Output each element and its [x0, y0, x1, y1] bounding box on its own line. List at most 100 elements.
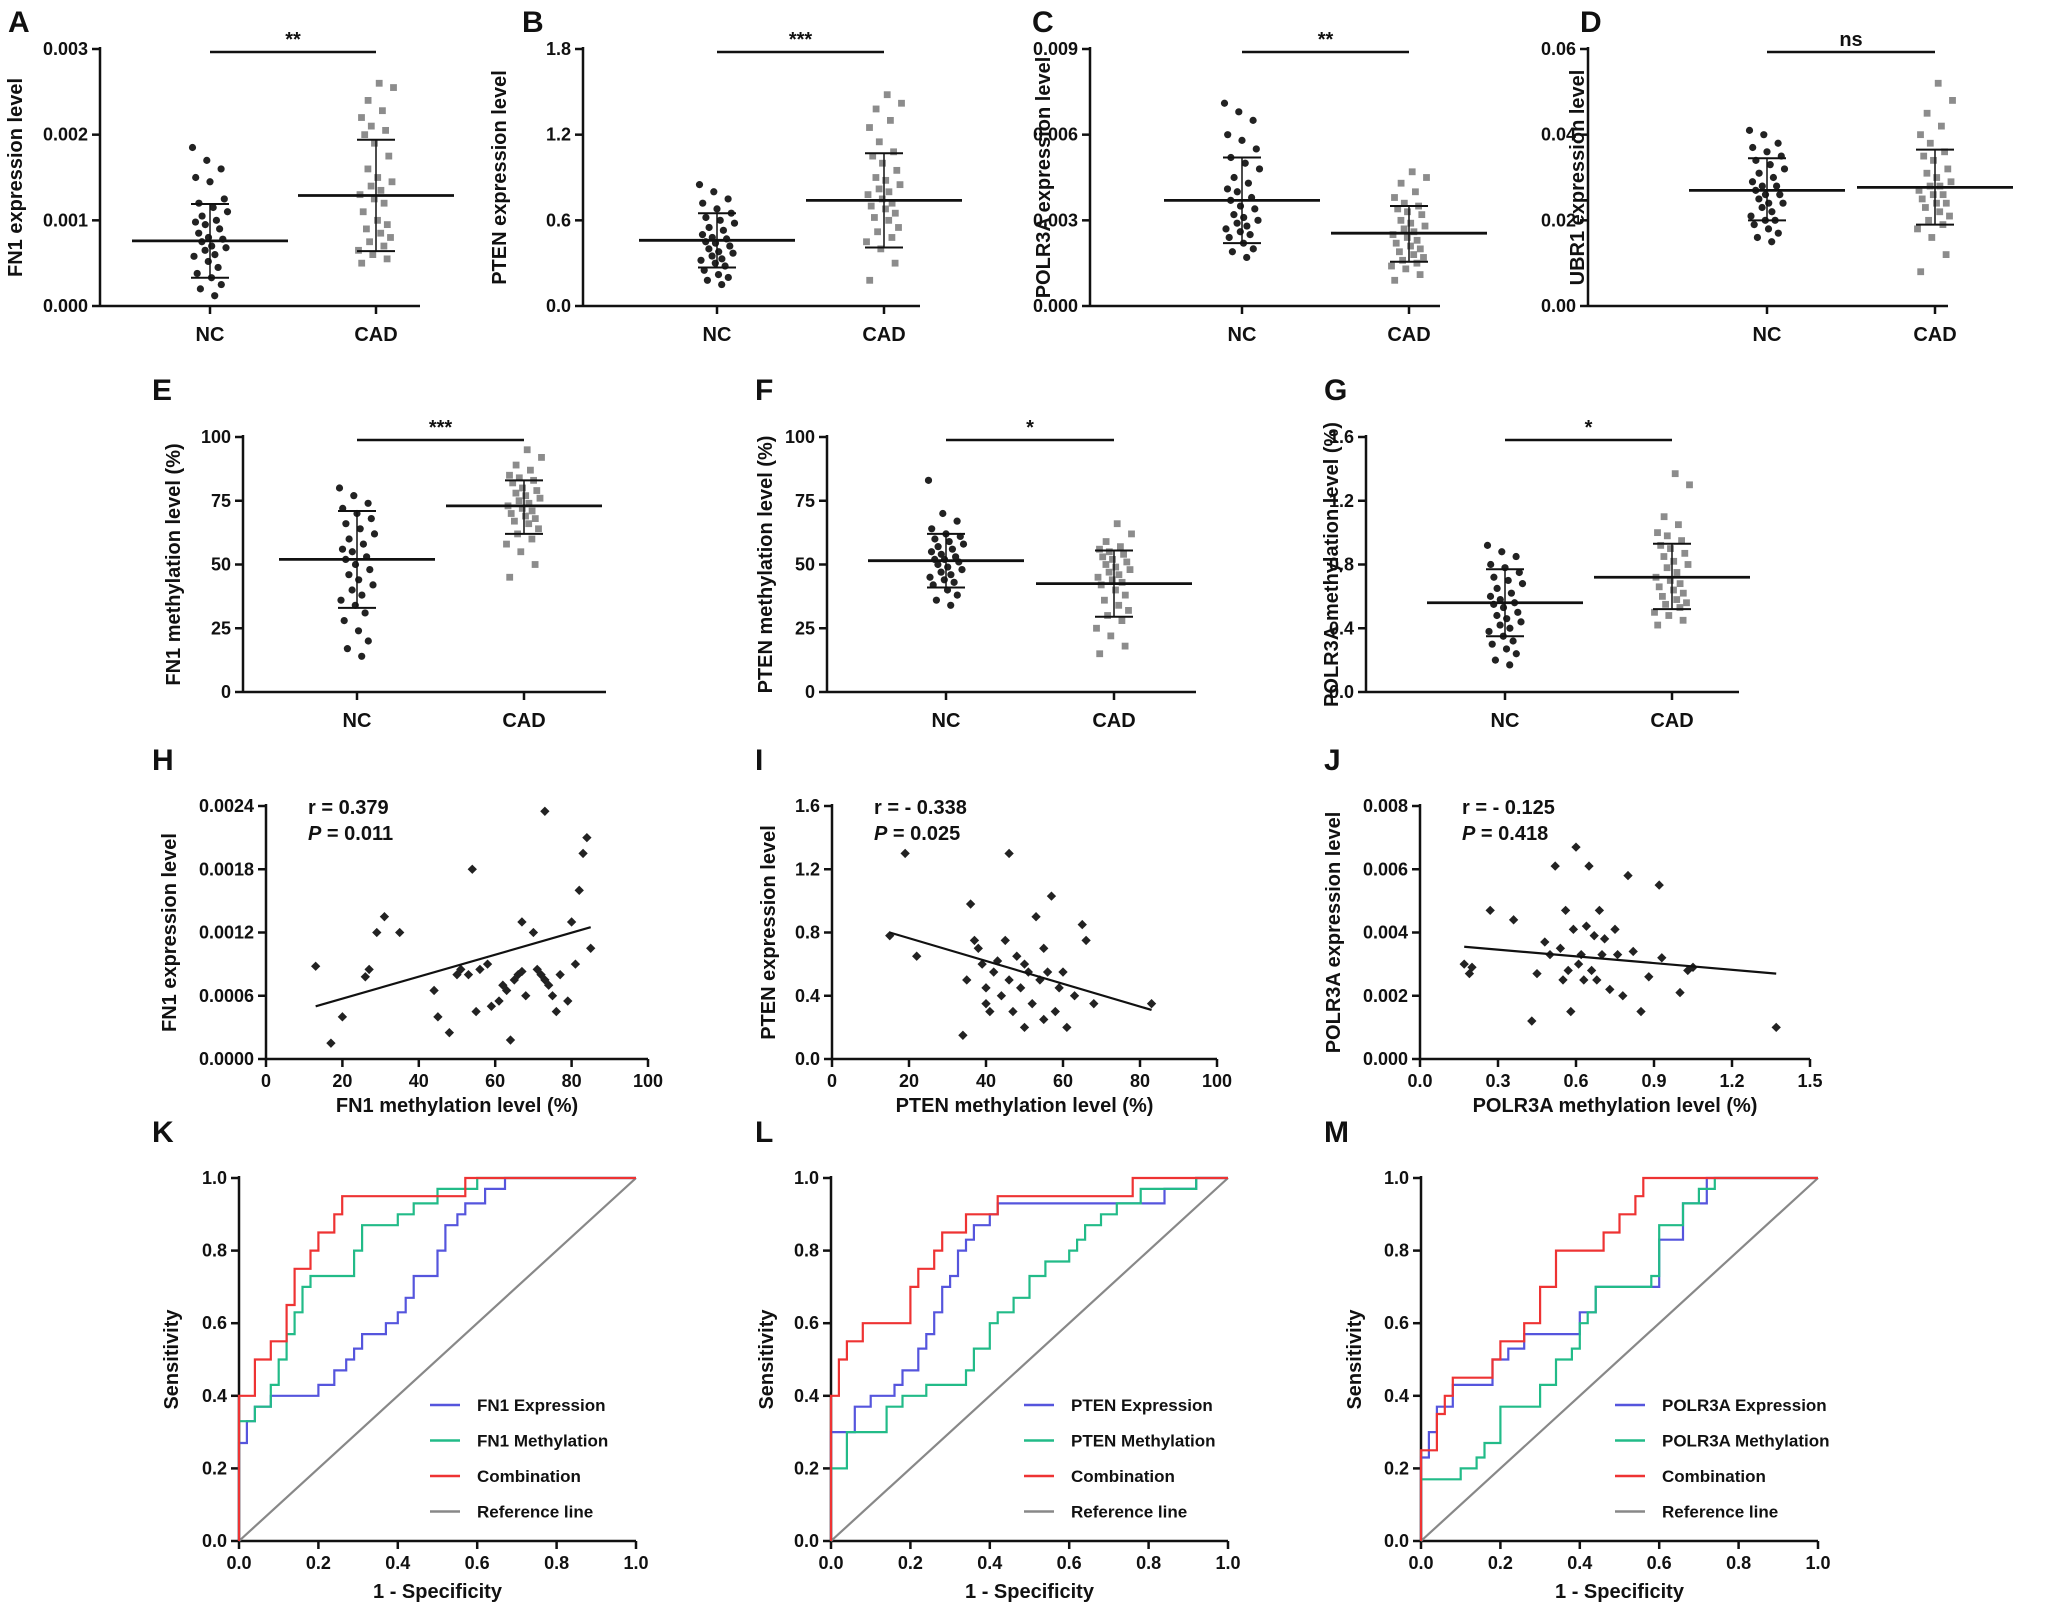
panel-letter: G	[1324, 374, 1347, 407]
data-point-cad	[1104, 612, 1111, 619]
data-point-cad	[1391, 276, 1399, 284]
data-point-cad	[385, 152, 393, 160]
data-point-nc	[948, 545, 957, 553]
data-point-cad	[1667, 545, 1674, 552]
y-axis-title: Sensitivity	[161, 1309, 183, 1410]
panel-letter: K	[152, 1116, 174, 1149]
data-point-nc	[953, 517, 961, 525]
y-tick-label: 0.8	[1329, 555, 1354, 575]
scatter-point	[379, 912, 390, 922]
data-point-cad	[875, 138, 883, 146]
data-point-nc	[1223, 185, 1232, 193]
data-point-nc	[1233, 219, 1241, 227]
panel-k: K 0.0 0.2 0.4 0.6 0.8 1.0 0.0 0.2 0.4 0.6 0.8 1.0 Sen…	[152, 1116, 649, 1603]
data-point-cad	[377, 186, 385, 194]
data-point-nc	[201, 246, 209, 254]
data-point-cad	[1421, 222, 1429, 230]
category-label-nc: NC	[1228, 324, 1257, 346]
scatter-point	[1146, 998, 1157, 1009]
legend-label-combination: Combination	[477, 1467, 581, 1486]
y-tick-label: 0.06	[1541, 39, 1576, 59]
data-point-nc	[1503, 615, 1511, 623]
y-tick-label: 1.2	[546, 125, 571, 145]
scatter-point	[1594, 905, 1605, 916]
data-point-nc	[700, 266, 708, 274]
data-point-nc	[342, 520, 350, 528]
scatter-point	[1069, 991, 1080, 1001]
y-tick-label: 100	[201, 427, 231, 447]
data-point-cad	[1662, 600, 1669, 608]
data-point-nc	[1230, 211, 1238, 219]
x-tick-label: 40	[409, 1071, 429, 1091]
data-point-nc	[211, 251, 219, 259]
data-point-nc	[705, 245, 713, 253]
data-point-nc	[730, 219, 739, 227]
y-axis-title: POLR3A expression level	[1033, 57, 1055, 299]
data-point-nc	[1486, 592, 1495, 600]
data-point-nc	[338, 545, 347, 553]
legend-label-reference: Reference line	[1662, 1503, 1778, 1522]
category-label-nc: NC	[932, 710, 961, 732]
data-point-cad	[893, 166, 901, 174]
regression-line	[889, 931, 1152, 1012]
data-point-nc	[1509, 637, 1517, 645]
scatter-point	[1568, 924, 1579, 935]
data-point-cad	[1659, 592, 1666, 600]
data-point-nc	[1243, 222, 1251, 230]
y-axis-title: FN1 expression level	[159, 833, 181, 1032]
correlation-p: P = 0.025	[874, 823, 960, 845]
data-point-cad	[525, 499, 533, 507]
data-point-nc	[195, 229, 203, 237]
y-tick-label: 0.003	[1033, 210, 1078, 230]
scatter-point	[1004, 848, 1014, 859]
data-point-nc	[924, 476, 933, 484]
data-point-cad	[358, 114, 365, 121]
y-tick-label: 0.002	[1363, 986, 1408, 1006]
y-axis-title: POLR3A methylation level (%)	[1321, 422, 1343, 707]
data-point-cad	[1939, 191, 1947, 199]
scatter-point	[1004, 975, 1014, 985]
data-point-nc	[1758, 182, 1766, 190]
data-point-nc	[206, 178, 214, 186]
data-point-cad	[1676, 604, 1684, 611]
data-point-cad	[1099, 553, 1107, 561]
y-tick-label: 0.8	[202, 1241, 227, 1261]
roc-curve-combination	[829, 1176, 1228, 1541]
y-tick-label: 100	[785, 427, 815, 447]
data-point-cad	[1408, 168, 1416, 176]
data-point-nc	[191, 218, 200, 226]
scatter-point	[456, 964, 466, 975]
data-point-nc	[695, 181, 704, 189]
data-point-cad	[1094, 573, 1102, 581]
data-point-nc	[1240, 213, 1248, 222]
data-point-nc	[193, 269, 201, 278]
data-point-nc	[1774, 139, 1782, 147]
data-point-cad	[869, 152, 877, 160]
y-tick-label: 1.6	[795, 796, 820, 816]
scatter-point	[985, 1006, 995, 1017]
y-tick-label: 0.0024	[199, 796, 254, 816]
data-point-nc	[1254, 216, 1262, 224]
panel-a: A 0.000 0.001 0.002 0.003 FN1 expression leve…	[5, 6, 454, 346]
panel-j: J 0.000 0.002 0.004 0.006 0.008 0.0 0.3 0.6 0.9 1.…	[1323, 744, 1823, 1117]
data-point-cad	[877, 245, 885, 253]
scatter-point	[1589, 930, 1599, 941]
scatter-point	[326, 1038, 336, 1048]
data-point-nc	[1745, 126, 1754, 134]
data-point-cad	[887, 116, 894, 124]
scatter-point	[1089, 998, 1099, 1009]
scatter-point	[1592, 975, 1602, 985]
y-tick-label: 0.000	[1363, 1049, 1408, 1069]
data-point-nc	[724, 273, 732, 282]
roc-curve-reference	[830, 1177, 1229, 1542]
scatter-point	[444, 1027, 455, 1038]
data-point-nc	[1517, 618, 1525, 626]
data-point-cad	[891, 259, 899, 267]
scatter-point	[1062, 1022, 1072, 1033]
data-point-cad	[1391, 194, 1398, 201]
significance-label: *	[1026, 417, 1034, 439]
legend-label-combination: Combination	[1662, 1467, 1766, 1486]
y-tick-label: 0.002	[43, 125, 88, 145]
data-point-cad	[1917, 268, 1925, 276]
data-point-nc	[340, 617, 348, 625]
